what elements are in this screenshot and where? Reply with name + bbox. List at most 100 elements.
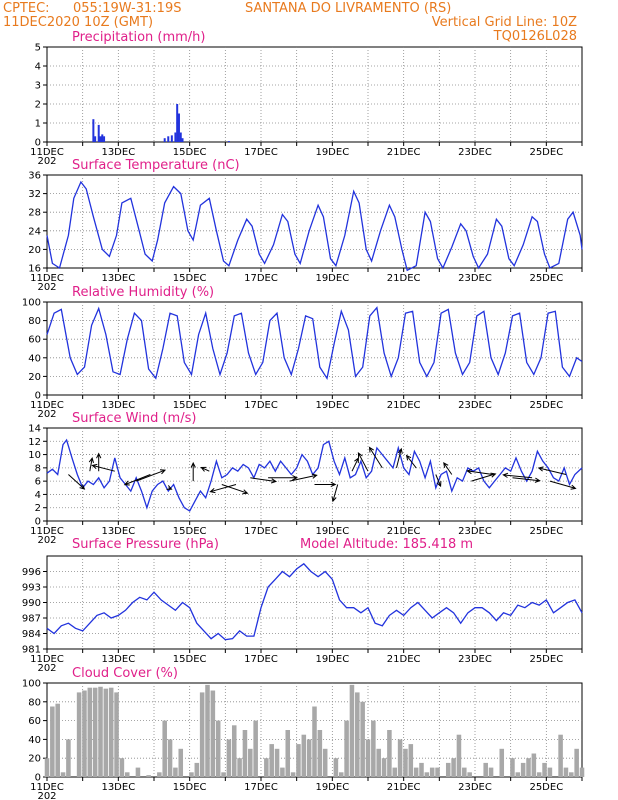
temp-xtick-label: 23DEC	[458, 273, 492, 284]
cloud-bar	[50, 706, 55, 777]
cloud-bar	[569, 772, 574, 777]
precip-xtick-label: 19DEC	[315, 147, 349, 158]
wind-xtick-label: 13DEC	[101, 526, 135, 537]
precip-frame	[46, 46, 583, 143]
wind-vector-arrow	[200, 466, 210, 472]
precip-bar	[99, 136, 102, 142]
wind-vector-arrow	[123, 474, 151, 486]
cloud-bar	[483, 762, 488, 777]
rh-xtick-label: 17DEC	[244, 400, 278, 411]
header-location: SANTANA DO LIVRAMENTO (RS)	[245, 1, 451, 16]
cloud-bar	[178, 748, 184, 777]
cloud-bar	[371, 720, 376, 777]
cloud-bar	[563, 767, 569, 777]
precip-bar	[103, 136, 106, 142]
wind-vector-arrow	[435, 474, 442, 488]
cloud-bar	[526, 758, 531, 777]
cloud-bar	[456, 734, 462, 777]
wind-xtick-label: 11DEC	[30, 526, 64, 537]
cloud-bar	[253, 720, 258, 777]
cloud-bar	[173, 767, 178, 777]
cloud-bar	[445, 762, 451, 777]
pres-series-line	[46, 562, 583, 641]
cloud-bar	[381, 758, 387, 777]
precip-bar	[174, 132, 177, 142]
wind-vector-arrow	[136, 469, 167, 482]
precip-ytick-label: 3	[35, 81, 41, 92]
cloud-bar	[135, 767, 141, 777]
cloud-title: Cloud Cover (%)	[72, 666, 178, 681]
cloud-bar	[408, 744, 414, 777]
cloud-bar	[547, 767, 553, 777]
cloud-bar	[413, 767, 419, 777]
precip-year-label: 202	[37, 156, 56, 167]
cloud-bar	[419, 762, 424, 777]
cloud-bar	[333, 758, 339, 777]
pres-ytick-label: 993	[22, 583, 41, 594]
wind-vector-arrow	[96, 452, 102, 472]
cloud-bar	[210, 690, 216, 777]
precip-ytick-label: 1	[35, 119, 41, 130]
cloud-bar	[451, 758, 456, 777]
cloud-bar	[488, 767, 494, 777]
cloud-bar	[285, 730, 291, 777]
cloud-ytick-label: 20	[28, 754, 41, 765]
rh-panel: 0 20 40 60 80 100 11DEC 13DEC 15DEC 17DEC 19DEC 21D…	[22, 285, 583, 420]
pres-ytick-label: 984	[22, 629, 41, 640]
temp-ytick-label: 24	[28, 226, 41, 237]
cloud-bar	[344, 720, 349, 777]
cloud-bar	[44, 758, 50, 777]
temp-xtick-label: 25DEC	[529, 273, 563, 284]
cloud-bar	[167, 739, 173, 777]
precip-bar	[176, 104, 179, 142]
wind-ytick-label: 0	[35, 517, 41, 528]
rh-title: Relative Humidity (%)	[72, 285, 214, 300]
cloud-bar	[574, 748, 579, 777]
cloud-bar	[296, 744, 301, 777]
wind-xtick-label: 25DEC	[529, 526, 563, 537]
temp-xtick-label: 19DEC	[315, 273, 349, 284]
pres-year-label: 202	[37, 663, 56, 674]
cloud-bar	[205, 684, 210, 777]
precip-bar	[92, 119, 95, 142]
cloud-bar	[248, 748, 253, 777]
wind-vector-arrow	[405, 454, 417, 469]
precip-bar	[177, 113, 180, 142]
cloud-year-label: 202	[37, 791, 56, 800]
rh-xtick-label: 11DEC	[30, 400, 64, 411]
cloud-bar	[301, 734, 307, 777]
rh-ytick-label: 60	[28, 335, 41, 346]
header-source: CPTEC:	[3, 1, 50, 16]
header-model-code: TQ0126L028	[493, 29, 577, 44]
cloud-bar	[429, 767, 435, 777]
precip-xtick-label: 21DEC	[387, 147, 421, 158]
wind-vector-arrow	[471, 472, 497, 482]
precip-bar	[163, 138, 166, 142]
header-coords: 055:19W-31:19S	[73, 1, 181, 16]
precip-bar	[101, 134, 104, 142]
wind-ytick-label: 10	[28, 450, 41, 461]
rh-xtick-label: 19DEC	[315, 400, 349, 411]
precip-bar	[167, 136, 170, 142]
wind-vector-arrow	[88, 456, 94, 472]
precip-xtick-label: 11DEC	[30, 147, 64, 158]
wind-xtick-label: 19DEC	[315, 526, 349, 537]
cloud-bar	[365, 739, 371, 777]
temp-ytick-label: 28	[28, 208, 41, 219]
cloud-bar	[189, 772, 194, 777]
pres-ytick-label: 996	[22, 567, 41, 578]
wind-vector-arrow	[537, 466, 567, 475]
rh-frame	[46, 301, 583, 396]
wind-vector-arrow	[502, 472, 533, 479]
temp-xtick-label: 11DEC	[30, 273, 64, 284]
cloud-bar	[231, 725, 237, 777]
header-run: 11DEC2020 10Z (GMT)	[3, 15, 153, 30]
precip-ytick-label: 4	[35, 62, 41, 73]
cloud-panel: 0 20 40 60 80 100 11DEC 13DEC 15DEC 17DEC 19DEC 21D…	[22, 666, 585, 800]
cloud-bar	[558, 734, 563, 777]
temp-ytick-label: 20	[28, 245, 41, 256]
cloud-bar	[237, 758, 242, 777]
wind-vector-arrow	[166, 485, 173, 490]
wind-vector-arrow	[396, 447, 403, 469]
cloud-bar	[579, 767, 585, 777]
